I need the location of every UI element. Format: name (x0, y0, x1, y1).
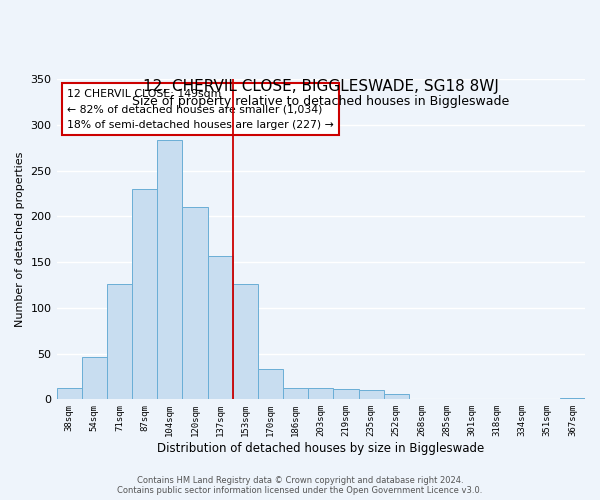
Text: Size of property relative to detached houses in Biggleswade: Size of property relative to detached ho… (132, 95, 509, 108)
Bar (107, 284, 132, 400)
Bar (334, 390, 359, 400)
Bar (560, 398, 585, 400)
Text: 12 CHERVIL CLOSE: 149sqm
← 82% of detached houses are smaller (1,034)
18% of sem: 12 CHERVIL CLOSE: 149sqm ← 82% of detach… (67, 88, 334, 130)
Bar (308, 388, 334, 400)
Bar (56, 388, 82, 400)
Text: Contains HM Land Registry data © Crown copyright and database right 2024.
Contai: Contains HM Land Registry data © Crown c… (118, 476, 482, 495)
Bar (258, 369, 283, 400)
Bar (359, 390, 383, 400)
Y-axis label: Number of detached properties: Number of detached properties (15, 152, 25, 327)
Bar (157, 140, 182, 400)
Bar (82, 357, 107, 400)
Bar (233, 284, 258, 400)
Text: 12, CHERVIL CLOSE, BIGGLESWADE, SG18 8WJ: 12, CHERVIL CLOSE, BIGGLESWADE, SG18 8WJ (143, 79, 499, 94)
Bar (283, 388, 308, 400)
Bar (383, 394, 409, 400)
Bar (208, 256, 233, 400)
Bar (182, 207, 208, 400)
Bar (132, 189, 157, 400)
X-axis label: Distribution of detached houses by size in Biggleswade: Distribution of detached houses by size … (157, 442, 484, 455)
